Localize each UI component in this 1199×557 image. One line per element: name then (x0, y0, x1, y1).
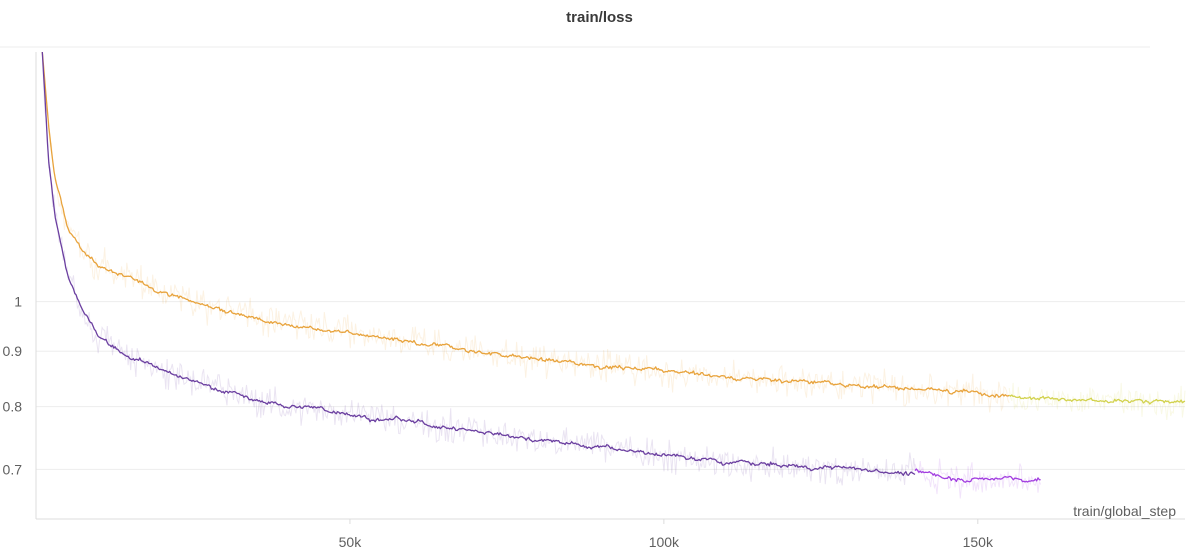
chart-title: train/loss (566, 9, 633, 26)
x-tick-label: 150k (963, 534, 994, 550)
y-tick-label: 0.7 (3, 461, 23, 477)
y-tick-label: 0.9 (3, 343, 23, 359)
y-tick-label: 1 (14, 294, 22, 310)
raw-noise-lines (41, 51, 1186, 499)
x-tick-label: 100k (649, 534, 680, 550)
series-0-line (41, 51, 1010, 398)
grid-lines (36, 301, 1185, 470)
series-lines (41, 51, 1186, 483)
y-tick-label: 0.8 (3, 399, 23, 415)
x-tick-label: 50k (339, 534, 363, 550)
series-3-line (914, 468, 1041, 483)
x-axis-title: train/global_step (1073, 503, 1176, 519)
series-1-raw-line (1008, 382, 1186, 420)
series-2-raw-line (41, 52, 916, 486)
series-2-line (41, 51, 916, 476)
series-0-raw-line (41, 51, 1010, 413)
series-3-raw-line (914, 458, 1042, 499)
series-1-line (1008, 394, 1186, 405)
